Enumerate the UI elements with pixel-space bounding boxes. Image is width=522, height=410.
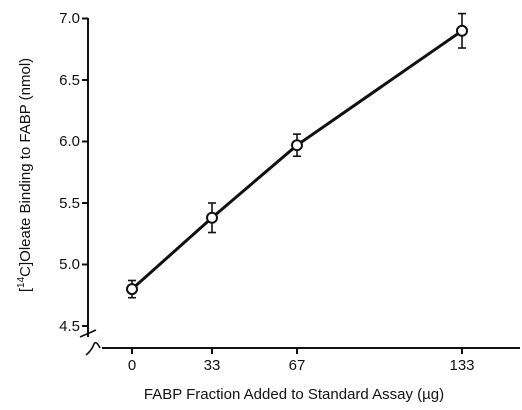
x-tick-label: 0 — [128, 357, 136, 374]
series-line — [131, 29, 463, 291]
data-point — [456, 24, 468, 37]
y-tick-label: 5.5 — [59, 195, 80, 212]
x-axis-label: FABP Fraction Added to Standard Assay (µ… — [144, 386, 444, 403]
y-tick-label: 6.0 — [59, 133, 80, 150]
y-tick-label: 4.5 — [59, 318, 80, 335]
x-tick-label: 33 — [204, 357, 221, 374]
y-axis-break — [79, 329, 97, 338]
data-point — [126, 283, 138, 296]
y-tick-label: 6.5 — [59, 72, 80, 89]
data-point — [291, 139, 303, 152]
y-axis-label: [14C]Oleate Binding to FABP (nmol) — [16, 58, 34, 292]
y-tick-label: 5.0 — [59, 256, 80, 273]
x-tick-label: 133 — [449, 357, 474, 374]
y-tick-label: 7.0 — [59, 10, 80, 27]
x-tick-label: 67 — [289, 357, 306, 374]
x-axis-break — [85, 341, 101, 356]
y-axis-label-post: C]Oleate Binding to FABP (nmol) — [17, 58, 34, 277]
data-point — [206, 211, 218, 224]
y-axis-label-pre: [ — [17, 287, 34, 292]
y-axis-label-sup: 14 — [16, 276, 27, 288]
